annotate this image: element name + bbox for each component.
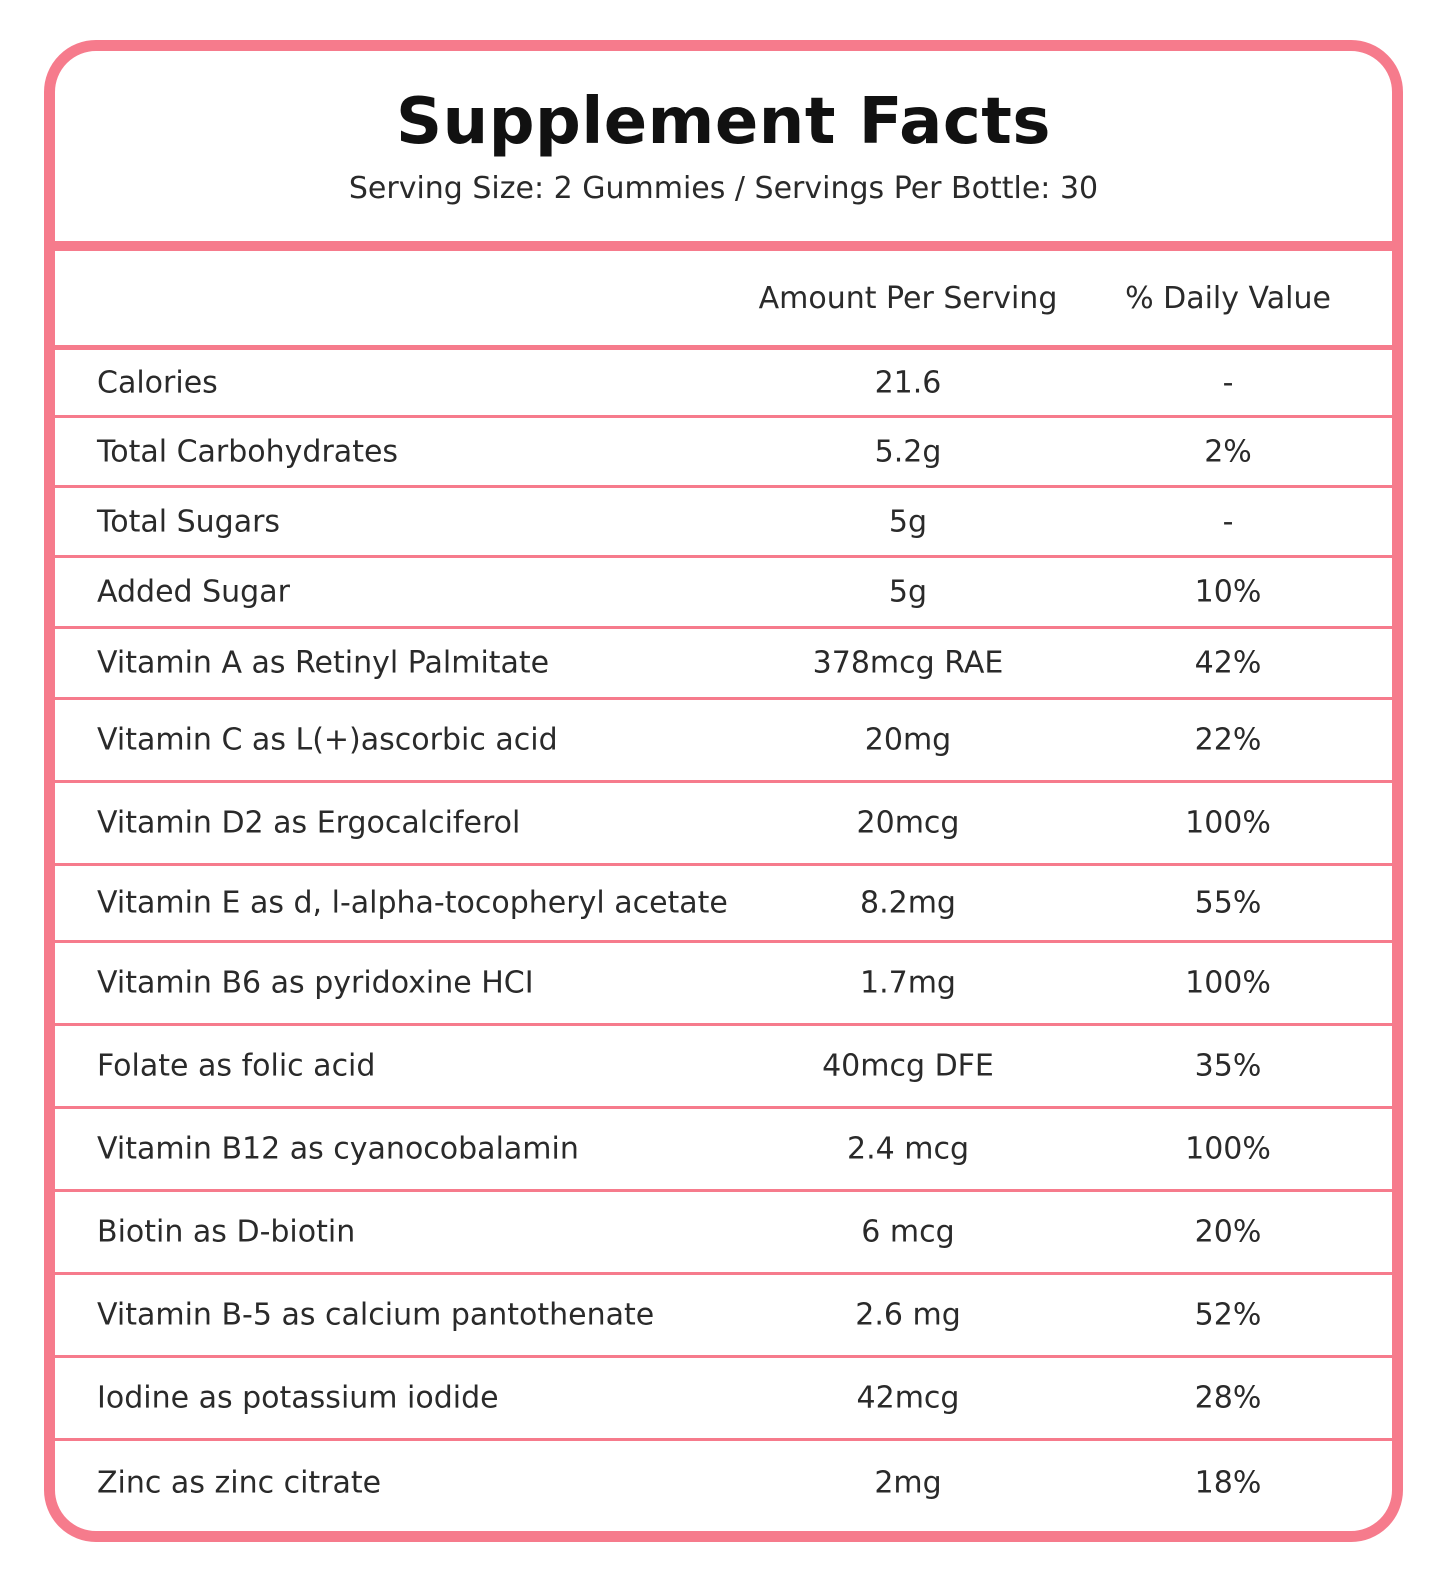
- nutrient-amount: 2.4 mcg: [846, 1131, 969, 1167]
- nutrient-name: Folate as folic acid: [97, 1048, 376, 1084]
- nutrient-daily-value: 22%: [1194, 722, 1262, 758]
- nutrient-amount: 40mcg DFE: [822, 1048, 994, 1084]
- table-row: Vitamin E as d, l-alpha-tocopheryl aceta…: [55, 866, 1392, 943]
- nutrient-daily-value: 55%: [1194, 885, 1262, 921]
- nutrient-daily-value: 52%: [1194, 1297, 1262, 1333]
- nutrient-table: Calories 21.6- Total Carbohydrates 5.2g 2% To…: [55, 350, 1392, 1524]
- nutrient-amount: 1.7mg: [860, 965, 956, 1001]
- table-row: Folate as folic acid 40mcg DFE 35%: [55, 1026, 1392, 1109]
- column-header-divider: [55, 345, 1392, 350]
- nutrient-daily-value: 42%: [1194, 645, 1262, 681]
- facts-header: Supplement Facts Serving Size: 2 Gummies…: [55, 51, 1392, 241]
- column-header-daily-value: % Daily Value: [1125, 281, 1331, 316]
- table-row: Iodine as potassium iodide 42mcg 28%: [55, 1358, 1392, 1441]
- column-header-amount: Amount Per Serving: [758, 281, 1058, 316]
- nutrient-daily-value: 20%: [1194, 1214, 1262, 1250]
- nutrient-daily-value: 28%: [1194, 1380, 1262, 1416]
- nutrient-amount: 5g: [888, 574, 928, 610]
- table-row: Total Sugars 5g -: [55, 488, 1392, 558]
- supplement-facts-panel: Supplement Facts Serving Size: 2 Gummies…: [44, 40, 1403, 1542]
- nutrient-amount: 8.2mg: [860, 885, 956, 921]
- nutrient-daily-value: 100%: [1185, 1131, 1271, 1167]
- nutrient-amount: 6 mcg: [861, 1214, 955, 1250]
- nutrient-name: Vitamin A as Retinyl Palmitate: [97, 645, 550, 681]
- nutrient-amount: 21.6: [874, 365, 942, 400]
- nutrient-daily-value: -: [1222, 365, 1234, 400]
- table-row: Vitamin D2 as Ergocalciferol 20mcg 100%: [55, 783, 1392, 866]
- nutrient-daily-value: 10%: [1194, 574, 1262, 610]
- nutrient-name: Iodine as potassium iodide: [97, 1380, 499, 1416]
- nutrient-daily-value: 18%: [1194, 1465, 1262, 1500]
- table-row: Biotin as D-biotin 6 mcg 20%: [55, 1192, 1392, 1275]
- nutrient-daily-value: 100%: [1185, 805, 1271, 841]
- nutrient-amount: 5g: [888, 504, 928, 539]
- page-title: Supplement Facts: [396, 85, 1051, 159]
- nutrient-name: Total Carbohydrates: [97, 434, 399, 469]
- header-divider: [55, 241, 1392, 251]
- nutrient-name: Vitamin C as L(+)ascorbic acid: [97, 722, 558, 758]
- table-row: Vitamin B-5 as calcium pantothenate 2.6 m…: [55, 1275, 1392, 1358]
- nutrient-name: Vitamin D2 as Ergocalciferol: [97, 805, 521, 841]
- nutrient-amount: 20mg: [864, 722, 952, 758]
- nutrient-name: Vitamin E as d, l-alpha-tocopheryl aceta…: [97, 885, 728, 921]
- nutrient-amount: 378mcg RAE: [812, 645, 1004, 681]
- nutrient-amount: 5.2g: [874, 434, 942, 469]
- nutrient-amount: 42mcg: [856, 1380, 960, 1416]
- table-row: Vitamin B6 as pyridoxine HCI 1.7mg 100%: [55, 943, 1392, 1026]
- table-row: Vitamin B12 as cyanocobalamin 2.4 mcg 100%: [55, 1109, 1392, 1192]
- table-row: Total Carbohydrates 5.2g 2%: [55, 418, 1392, 488]
- nutrient-daily-value: 100%: [1185, 965, 1271, 1001]
- serving-info: Serving Size: 2 Gummies / Servings Per B…: [348, 171, 1099, 206]
- nutrient-name: Added Sugar: [97, 574, 290, 610]
- nutrient-name: Vitamin B-5 as calcium pantothenate: [97, 1297, 655, 1333]
- nutrient-name: Vitamin B12 as cyanocobalamin: [97, 1131, 579, 1167]
- table-row: Vitamin A as Retinyl Palmitate 378mcg RAE…: [55, 629, 1392, 700]
- nutrient-amount: 2.6 mg: [855, 1297, 961, 1333]
- table-row: Vitamin C as L(+)ascorbic acid 20mg 22%: [55, 700, 1392, 783]
- table-row: Zinc as zinc citrate 2mg 18%: [55, 1441, 1392, 1524]
- nutrient-amount: 2mg: [874, 1465, 942, 1500]
- nutrient-name: Zinc as zinc citrate: [97, 1465, 382, 1500]
- nutrient-amount: 20mcg: [856, 805, 960, 841]
- nutrient-name: Vitamin B6 as pyridoxine HCI: [97, 965, 534, 1001]
- nutrient-daily-value: -: [1222, 504, 1234, 539]
- column-headers: Amount Per Serving % Daily Value: [55, 251, 1392, 345]
- nutrient-name: Total Sugars: [97, 504, 281, 539]
- table-row: Calories 21.6 -: [55, 350, 1392, 418]
- nutrient-daily-value: 35%: [1194, 1048, 1262, 1084]
- table-row: Added Sugar 5g 10%: [55, 558, 1392, 629]
- nutrient-name: Calories: [97, 365, 218, 400]
- nutrient-daily-value: 2%: [1204, 434, 1252, 469]
- nutrient-name: Biotin as D-biotin: [97, 1214, 356, 1250]
